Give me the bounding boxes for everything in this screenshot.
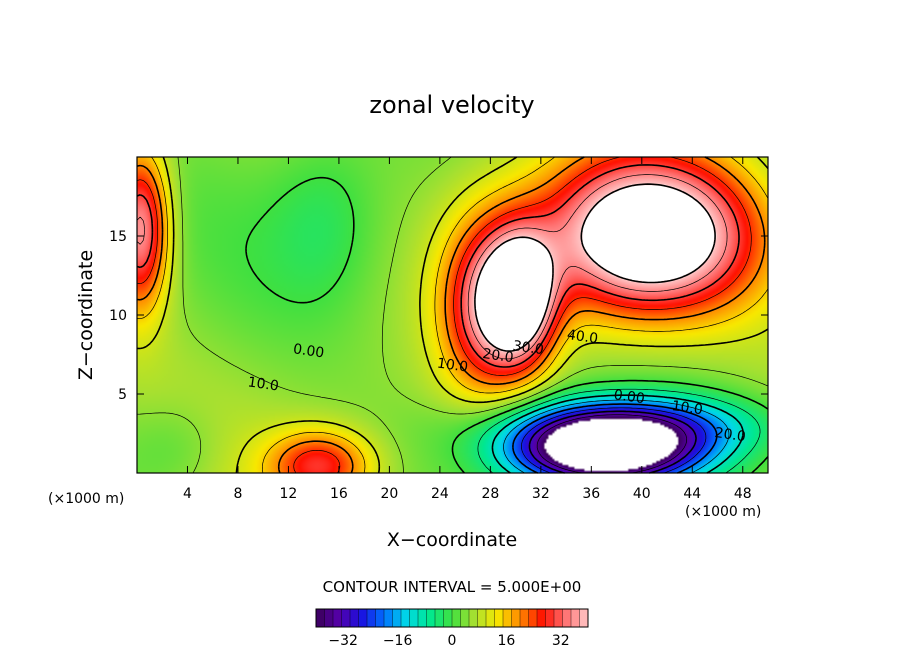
colorbar-frame xyxy=(315,608,589,628)
x-tick-label: 32 xyxy=(532,486,550,502)
colorbar-cell xyxy=(571,609,580,627)
colorbar-tick-label: −32 xyxy=(328,633,358,649)
colorbar-cell xyxy=(367,609,376,627)
x-axis-title: X−coordinate xyxy=(387,529,517,551)
contour-level-neg15 xyxy=(503,399,730,474)
contour-level-35 xyxy=(136,174,728,360)
x-tick-label: 40 xyxy=(633,486,651,502)
contour-level-10 xyxy=(136,156,769,474)
y-tick-label: 5 xyxy=(118,387,127,403)
colorbar-cell xyxy=(350,609,359,627)
contour-level-neg30 xyxy=(528,410,697,474)
contour-level-15 xyxy=(136,156,769,474)
colorbar-cell xyxy=(562,609,572,627)
contour-level-5 xyxy=(136,156,769,474)
contour-level-25 xyxy=(136,156,752,474)
colorbar-cell xyxy=(435,609,444,627)
contour-level-neg25 xyxy=(521,407,707,474)
x-tick-label: 16 xyxy=(330,486,348,502)
colorbar-cell xyxy=(460,609,470,627)
x-tick-label: 24 xyxy=(431,486,449,502)
x-ticks: 4 8 12 16 20 24 28 32 36 40 44 48 xyxy=(183,157,752,502)
colorbar-cell xyxy=(392,609,402,627)
colorbar-cell xyxy=(579,609,589,627)
contour-interval-label: CONTOUR INTERVAL = 5.000E+00 xyxy=(323,578,582,596)
contour-level-neg5 xyxy=(477,388,761,474)
contour-label: 10.0 xyxy=(247,374,280,394)
x-axis-unit: (×1000 m) xyxy=(685,504,761,520)
x-tick-label: 36 xyxy=(582,486,600,502)
contour-level-neg10 xyxy=(491,394,744,474)
contour-label: 10.0 xyxy=(671,398,704,418)
colorbar-cell xyxy=(409,609,419,627)
contour-lines xyxy=(136,156,769,474)
contour-label: 30.0 xyxy=(512,338,545,358)
colorbar-cell xyxy=(503,609,512,627)
colorbar-cell xyxy=(384,609,393,627)
y-axis-unit: (×1000 m) xyxy=(48,491,124,507)
contour-level-neg20 xyxy=(512,403,718,474)
colorbar-cell xyxy=(426,609,436,627)
contour-label: 20.0 xyxy=(714,425,747,445)
colorbar-cell xyxy=(324,609,334,627)
colorbar-cell xyxy=(375,609,385,627)
velocity-field xyxy=(137,157,768,473)
colorbar-cell xyxy=(537,609,546,627)
x-tick-label: 20 xyxy=(380,486,398,502)
x-tick-label: 8 xyxy=(233,486,242,502)
contour-label: 40.0 xyxy=(566,327,599,347)
colorbar-cell xyxy=(494,609,504,627)
colorbar-cell xyxy=(401,609,410,627)
colorbar-cell xyxy=(418,609,427,627)
x-tick-label: 28 xyxy=(481,486,499,502)
colorbar-tick-label: −16 xyxy=(383,633,413,649)
x-tick-label: 12 xyxy=(280,486,298,502)
contour-label: 0.00 xyxy=(613,387,646,407)
colorbar-cell xyxy=(520,609,529,627)
y-axis-title: Z−coordinate xyxy=(75,250,97,380)
colorbar-cell xyxy=(511,609,521,627)
colorbar-cell xyxy=(443,609,453,627)
colorbar: −32 −16 0 16 32 xyxy=(315,608,589,649)
colorbar-cells xyxy=(315,609,589,627)
colorbar-cell xyxy=(477,609,487,627)
colorbar-ticks: −32 −16 0 16 32 xyxy=(328,633,569,649)
colorbar-cell xyxy=(333,609,342,627)
colorbar-cell xyxy=(452,609,461,627)
contour-level-neg35 xyxy=(536,414,687,474)
colorbar-cell xyxy=(554,609,563,627)
contour-level-40 xyxy=(474,183,716,352)
contour-label: 0.00 xyxy=(292,341,325,361)
colorbar-cell xyxy=(469,609,478,627)
colorbar-cell xyxy=(545,609,555,627)
colorbar-tick-label: 0 xyxy=(448,633,457,649)
colorbar-cell xyxy=(528,609,538,627)
contour-level-30 xyxy=(136,164,740,368)
colorbar-cell xyxy=(358,609,368,627)
x-tick-label: 48 xyxy=(734,486,752,502)
colorbar-tick-label: 32 xyxy=(552,633,570,649)
x-tick-label: 4 xyxy=(183,486,192,502)
contour-label: 10.0 xyxy=(436,355,469,375)
colorbar-cell xyxy=(316,609,325,627)
colorbar-cell xyxy=(341,609,351,627)
y-tick-label: 15 xyxy=(109,229,127,245)
contour-level-0 xyxy=(245,176,769,474)
chart-title: zonal velocity xyxy=(369,91,534,119)
colorbar-tick-label: 16 xyxy=(497,633,515,649)
y-tick-label: 10 xyxy=(109,308,127,324)
contour-label: 20.0 xyxy=(481,346,514,366)
contour-level-20 xyxy=(136,156,766,474)
colorbar-cell xyxy=(486,609,495,627)
x-tick-label: 44 xyxy=(683,486,701,502)
y-ticks: 5 10 15 xyxy=(109,229,768,403)
